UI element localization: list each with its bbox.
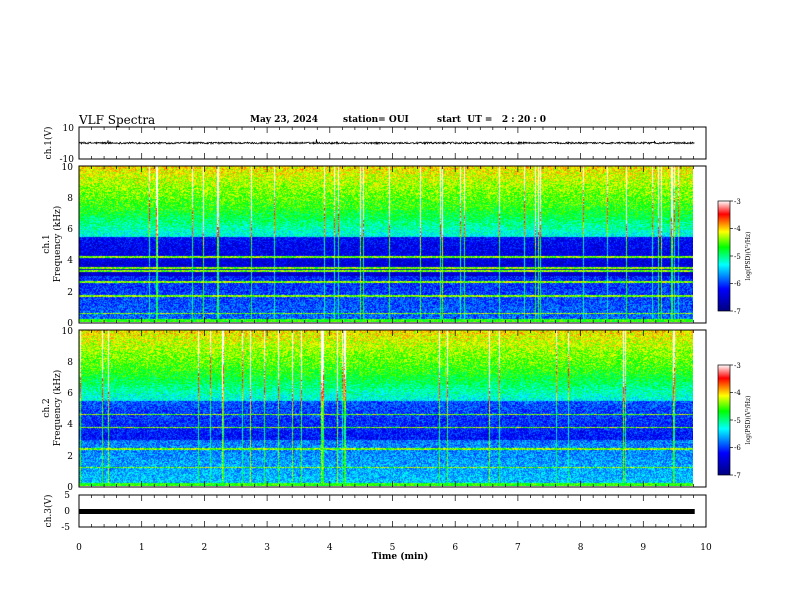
ch2-spec-ylabel-channel: ch.2 — [42, 398, 52, 417]
ch1-spec-ylabel-frequency: Frequency (kHz) — [52, 206, 63, 283]
chart-title: VLF Spectra — [79, 113, 156, 127]
ch1-spec-ytick-8: 8 — [67, 194, 73, 204]
xtick-8: 8 — [578, 543, 584, 553]
xtick-5: 5 — [390, 543, 396, 553]
ch1-cbar-tick-m7: -7 — [734, 308, 741, 316]
xtick-10: 10 — [700, 543, 712, 553]
ch2-cbar-tick-m4: -4 — [734, 389, 741, 397]
ch1-spec-ytick-0: 0 — [67, 319, 73, 329]
ch1-spec-ytick-6: 6 — [67, 225, 73, 235]
ch3-ytick-bottom: -5 — [61, 523, 70, 533]
time-axis: 0 1 2 3 4 5 6 7 8 9 10 Time (min) — [76, 543, 712, 562]
ch2-spec-ytick-2: 2 — [67, 452, 73, 462]
ch2-cbar-tick-m5: -5 — [734, 417, 741, 425]
xtick-7: 7 — [515, 543, 521, 553]
ch3-ytick-top: 5 — [64, 491, 70, 501]
start-time-label: start UT = 2 : 20 : 0 — [437, 115, 547, 125]
ch2-colorbar — [717, 364, 731, 476]
ch1-spectrogram-image — [79, 166, 693, 322]
ch2-spectrogram-ticks — [78, 330, 707, 487]
ch1-spec-ytick-4: 4 — [67, 256, 73, 266]
ch2-cbar-tick-m3: -3 — [734, 362, 741, 370]
ch1-spec-ytick-10: 10 — [62, 163, 74, 173]
ch1-spectrogram-panel: 0 2 4 6 8 10 ch.1 Frequency (kHz) -3 -4 … — [42, 163, 752, 329]
ch2-spec-ylabel-frequency: Frequency (kHz) — [52, 370, 63, 447]
ch1-cbar-tick-m5: -5 — [734, 253, 741, 261]
ch3-waveform-ticks — [78, 495, 707, 527]
ch2-spec-ytick-10: 10 — [62, 327, 74, 337]
ch2-colorbar-ticks — [730, 364, 733, 476]
xtick-6: 6 — [452, 543, 458, 553]
station-label: station= OUI — [343, 115, 409, 125]
ch1-spec-ylabel-channel: ch.1 — [42, 234, 52, 253]
ch1-spec-ytick-2: 2 — [67, 288, 73, 298]
ch3-waveform-trace — [79, 509, 695, 514]
ch1-colorbar — [717, 200, 731, 312]
xaxis-label: Time (min) — [372, 551, 429, 562]
ch2-spec-ytick-6: 6 — [67, 389, 73, 399]
xtick-9: 9 — [640, 543, 646, 553]
ch1-cbar-tick-m4: -4 — [734, 225, 741, 233]
ch2-spec-ytick-8: 8 — [67, 358, 73, 368]
date-label: May 23, 2024 — [250, 115, 318, 125]
ch3-waveform-panel: 5 0 -5 ch.3(V) — [43, 491, 707, 533]
ch1-cbar-tick-m3: -3 — [734, 198, 741, 206]
ch1-spectrogram-ticks — [78, 166, 707, 323]
xtick-1: 1 — [139, 543, 145, 553]
ch2-spec-ytick-0: 0 — [67, 483, 73, 493]
ch1-waveform-ticks — [78, 127, 707, 159]
ch1-waveform-panel: 10 -10 ch.1(V) — [43, 124, 707, 165]
ch2-spec-ytick-4: 4 — [67, 420, 73, 430]
xtick-4: 4 — [327, 543, 333, 553]
ch2-cbar-tick-m7: -7 — [734, 472, 741, 480]
ch1-colorbar-label: log(PSD)(V²/Hz) — [745, 232, 752, 281]
ch2-spectrogram-image — [79, 330, 693, 486]
ch1-ytick-bottom: -10 — [60, 155, 75, 165]
ch3-ytick-mid: 0 — [64, 507, 70, 517]
ch1-cbar-tick-m6: -6 — [734, 280, 741, 288]
ch1-waveform-trace — [78, 139, 695, 146]
ch1-colorbar-ticks — [730, 200, 733, 312]
xtick-0: 0 — [76, 543, 82, 553]
ch2-colorbar-label: log(PSD)(V²/Hz) — [745, 396, 752, 445]
xtick-2: 2 — [202, 543, 208, 553]
ch1-ylabel: ch.1(V) — [43, 127, 54, 160]
xtick-3: 3 — [264, 543, 270, 553]
ch2-cbar-tick-m6: -6 — [734, 444, 741, 452]
ch1-ytick-top: 10 — [63, 124, 75, 134]
ch2-spectrogram-panel: 0 2 4 6 8 10 ch.2 Frequency (kHz) -3 -4 … — [42, 327, 752, 493]
ch3-ylabel: ch.3(V) — [43, 495, 54, 528]
